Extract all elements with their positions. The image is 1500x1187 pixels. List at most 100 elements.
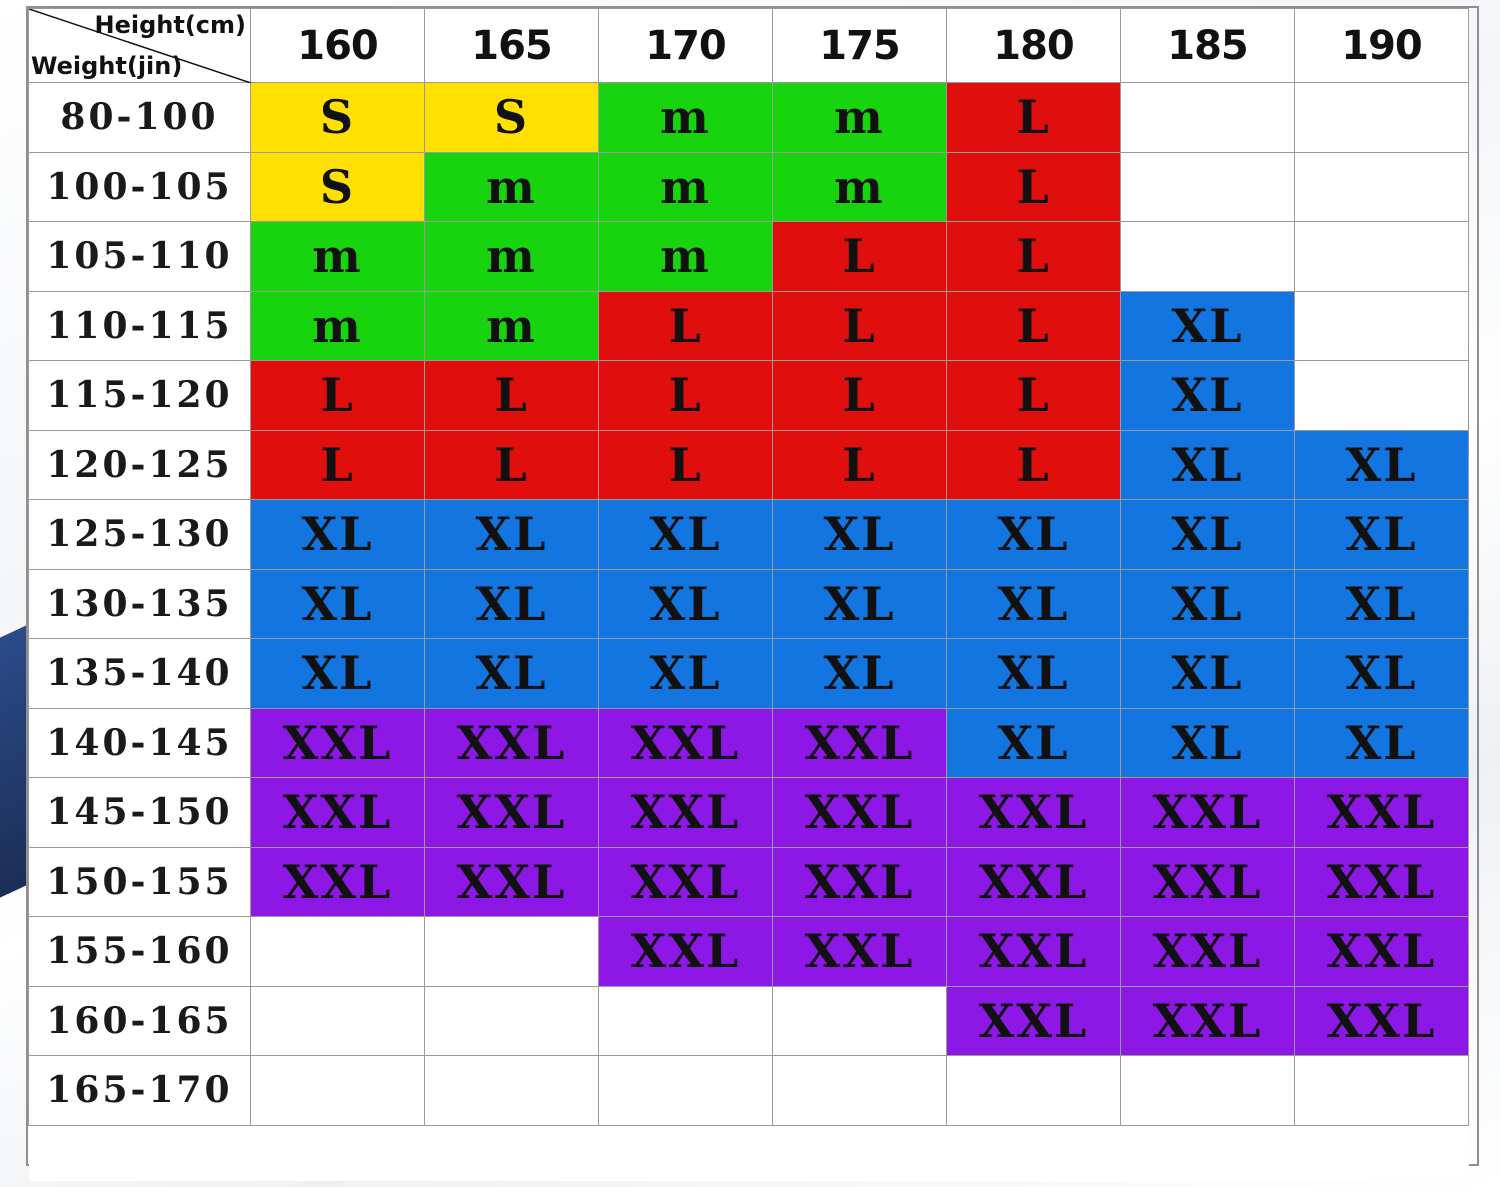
size-cell: XL: [1120, 707, 1295, 778]
table-row: 145-150 XXL XXL XXL XXL XXL XXL XXL: [28, 777, 1469, 848]
size-cell: XL: [1120, 638, 1295, 709]
empty-cell: [424, 916, 599, 987]
height-header-190: 190: [1294, 8, 1469, 83]
weight-range-label: 160-165: [28, 985, 251, 1056]
size-cell: XL: [250, 638, 425, 709]
weight-axis-label: Weight(jin): [31, 52, 183, 80]
size-cell: L: [946, 82, 1121, 153]
size-cell: XXL: [772, 846, 947, 917]
size-cell: L: [946, 221, 1121, 292]
height-header-185: 185: [1120, 8, 1295, 83]
size-chart-table: Height(cm) Weight(jin) 160 165 170 175 180 18…: [28, 8, 1469, 1181]
size-cell: XL: [772, 638, 947, 709]
empty-cell: [424, 1055, 599, 1126]
size-cell: XL: [424, 638, 599, 709]
empty-cell: [1120, 151, 1295, 222]
size-cell: m: [250, 290, 425, 361]
weight-range-label: 165-170: [28, 1055, 251, 1126]
height-axis-label: Height(cm): [94, 11, 247, 39]
table-row: 140-145 XXL XXL XXL XXL XL XL XL: [28, 707, 1469, 778]
height-header-180: 180: [946, 8, 1121, 83]
empty-cell: [250, 985, 425, 1056]
size-cell: L: [250, 360, 425, 431]
size-cell: XL: [1120, 499, 1295, 570]
size-cell: L: [772, 221, 947, 292]
size-cell: XL: [424, 499, 599, 570]
empty-cell: [1294, 1055, 1469, 1126]
size-cell: L: [946, 290, 1121, 361]
size-cell: XXL: [1294, 985, 1469, 1056]
table-row: 120-125 L L L L L XL XL: [28, 429, 1469, 500]
empty-cell: [1120, 221, 1295, 292]
size-cell: XXL: [946, 985, 1121, 1056]
size-cell: L: [424, 429, 599, 500]
size-cell: XL: [946, 638, 1121, 709]
diagonal-divider: [29, 9, 251, 83]
size-cell: L: [772, 360, 947, 431]
size-cell: XXL: [1120, 916, 1295, 987]
height-header-170: 170: [598, 8, 773, 83]
table-row: 160-165 XXL XXL XXL: [28, 985, 1469, 1056]
weight-range-label: 120-125: [28, 429, 251, 500]
size-cell: XXL: [772, 707, 947, 778]
table-row: 165-170: [28, 1055, 1469, 1126]
size-cell: XXL: [250, 707, 425, 778]
size-cell: XXL: [946, 916, 1121, 987]
weight-range-label: 105-110: [28, 221, 251, 292]
size-cell: XL: [946, 568, 1121, 639]
size-cell: XL: [424, 568, 599, 639]
height-header-165: 165: [424, 8, 599, 83]
empty-cell: [772, 1055, 947, 1126]
size-cell: L: [946, 360, 1121, 431]
size-cell: S: [250, 151, 425, 222]
size-cell: XL: [1294, 499, 1469, 570]
weight-range-label: 140-145: [28, 707, 251, 778]
empty-cell: [424, 985, 599, 1056]
table-row: 150-155 XXL XXL XXL XXL XXL XXL XXL: [28, 846, 1469, 917]
table-row: 105-110 m m m L L: [28, 221, 1469, 292]
weight-range-label: 100-105: [28, 151, 251, 222]
size-cell: XXL: [1294, 777, 1469, 848]
size-cell: XL: [1120, 360, 1295, 431]
size-cell: XL: [1294, 638, 1469, 709]
size-cell: XL: [946, 707, 1121, 778]
height-header-175: 175: [772, 8, 947, 83]
size-cell: XL: [598, 638, 773, 709]
size-cell: L: [772, 429, 947, 500]
size-cell: L: [250, 429, 425, 500]
size-cell: XL: [772, 499, 947, 570]
size-cell: L: [772, 290, 947, 361]
empty-cell: [1294, 360, 1469, 431]
weight-range-label: 145-150: [28, 777, 251, 848]
empty-cell: [1120, 1055, 1295, 1126]
size-cell: L: [598, 360, 773, 431]
empty-cell: [1294, 151, 1469, 222]
size-cell: XXL: [772, 916, 947, 987]
empty-cell: [1294, 82, 1469, 153]
header-row: Height(cm) Weight(jin) 160 165 170 175 180 18…: [28, 8, 1469, 83]
empty-cell: [1294, 221, 1469, 292]
size-cell: XXL: [424, 846, 599, 917]
table-footer-blank: [28, 1124, 1469, 1181]
size-cell: XXL: [1120, 777, 1295, 848]
size-cell: XXL: [598, 846, 773, 917]
size-cell: XL: [250, 568, 425, 639]
table-row: 115-120 L L L L L XL: [28, 360, 1469, 431]
size-cell: XL: [1120, 568, 1295, 639]
size-cell: XXL: [1294, 916, 1469, 987]
size-cell: XXL: [598, 777, 773, 848]
weight-range-label: 135-140: [28, 638, 251, 709]
size-cell: XXL: [946, 777, 1121, 848]
weight-range-label: 115-120: [28, 360, 251, 431]
empty-cell: [772, 985, 947, 1056]
empty-cell: [1120, 82, 1295, 153]
size-cell: XXL: [1120, 846, 1295, 917]
size-cell: L: [946, 151, 1121, 222]
size-cell: L: [424, 360, 599, 431]
size-cell: m: [424, 221, 599, 292]
size-cell: XXL: [598, 707, 773, 778]
empty-cell: [598, 1055, 773, 1126]
size-cell: XL: [946, 499, 1121, 570]
